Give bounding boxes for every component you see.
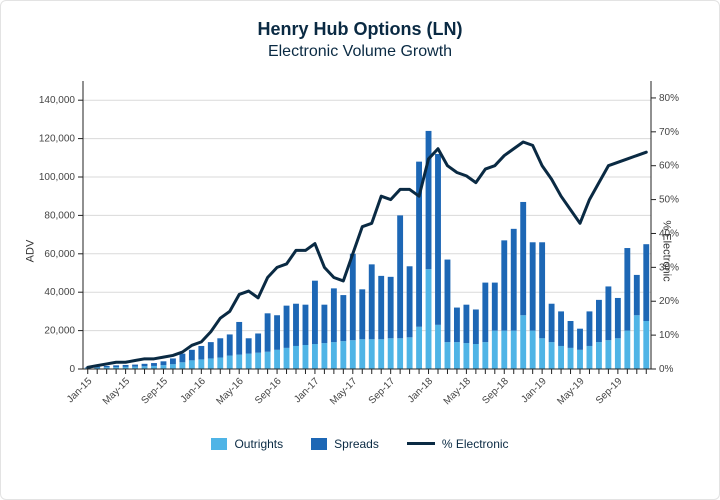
svg-text:0: 0 <box>69 364 75 375</box>
chart-svg: 0 20,000 40,000 60,000 80,000 100,000 120,000 1… <box>25 71 697 431</box>
svg-text:Sep-15: Sep-15 <box>140 375 171 406</box>
svg-text:0%: 0% <box>659 364 674 375</box>
svg-text:20,000: 20,000 <box>44 325 75 336</box>
svg-text:Sep-17: Sep-17 <box>367 375 398 406</box>
svg-text:60%: 60% <box>659 160 679 171</box>
svg-text:May-18: May-18 <box>442 375 474 407</box>
legend-swatch-outrights <box>211 438 227 450</box>
svg-text:100,000: 100,000 <box>39 172 76 183</box>
legend-item-spreads: Spreads <box>311 437 379 451</box>
legend-swatch-electronic <box>407 442 435 445</box>
svg-text:Jan-16: Jan-16 <box>179 375 209 405</box>
chart-subtitle: Electronic Volume Growth <box>25 43 695 61</box>
svg-text:Jan-19: Jan-19 <box>519 375 549 405</box>
legend-label-spreads: Spreads <box>334 437 379 451</box>
svg-text:May-17: May-17 <box>328 375 360 407</box>
legend-swatch-spreads <box>311 438 327 450</box>
svg-text:May-16: May-16 <box>214 375 246 407</box>
svg-text:60,000: 60,000 <box>44 248 75 259</box>
svg-text:Jan-17: Jan-17 <box>292 375 322 405</box>
svg-text:10%: 10% <box>659 330 679 341</box>
svg-text:140,000: 140,000 <box>39 95 76 106</box>
svg-text:40,000: 40,000 <box>44 287 75 298</box>
legend-item-electronic: % Electronic <box>407 437 509 451</box>
legend-label-outrights: Outrights <box>234 437 283 451</box>
svg-text:May-15: May-15 <box>101 375 133 407</box>
svg-text:20%: 20% <box>659 296 679 307</box>
y1-axis-label: ADV <box>24 239 36 262</box>
svg-text:70%: 70% <box>659 126 679 137</box>
svg-text:Jan-18: Jan-18 <box>406 375 436 405</box>
svg-text:Sep-16: Sep-16 <box>253 375 284 406</box>
svg-text:80%: 80% <box>659 93 679 104</box>
chart-area: ADV % Electronic 0 20,000 40,000 60,000 80,0… <box>25 71 695 431</box>
svg-text:120,000: 120,000 <box>39 133 76 144</box>
svg-text:80,000: 80,000 <box>44 210 75 221</box>
legend-item-outrights: Outrights <box>211 437 283 451</box>
svg-text:Sep-18: Sep-18 <box>480 375 511 406</box>
svg-text:May-19: May-19 <box>555 375 587 407</box>
svg-text:50%: 50% <box>659 194 679 205</box>
legend: Outrights Spreads % Electronic <box>25 437 695 451</box>
svg-text:Jan-15: Jan-15 <box>65 375 95 405</box>
chart-title: Henry Hub Options (LN) <box>25 19 695 41</box>
legend-label-electronic: % Electronic <box>442 437 509 451</box>
svg-text:Sep-19: Sep-19 <box>594 375 625 406</box>
y2-axis-label: % Electronic <box>660 220 672 281</box>
